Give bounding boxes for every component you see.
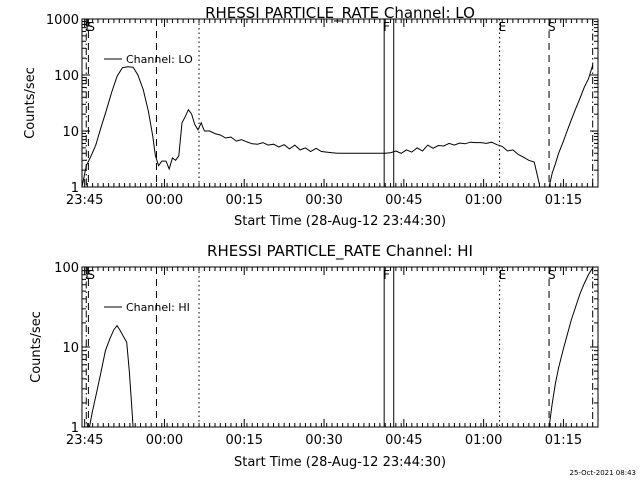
panel-1-event-marker-label: S [548,20,556,34]
panel-2-x-tick-label: 00:15 [226,433,263,448]
plot-timestamp: 25-Oct-2021 08:43 [569,469,636,477]
panel-2-y-tick-label: 10 [62,341,79,356]
panel-1-x-tick-label: 00:15 [226,193,263,208]
panel-1-plot-frame [81,18,599,188]
panel-2-event-marker-label: F [383,268,390,282]
panel-2-event-marker-label: E [85,268,93,282]
panel-2-x-tick-label: 00:00 [146,433,183,448]
panel-1-y-tick-label: 1000 [46,13,79,28]
panel-2-event-marker-label: S [87,268,95,282]
panel-2-x-tick-label: 01:15 [545,433,582,448]
panel-1-y-axis-label: Counts/sec [23,67,38,139]
panel-2-x-tick-label: 23:45 [66,433,103,448]
panel-2-event-marker-label: E [499,268,507,282]
panel-1-event-marker-label: F [383,20,390,34]
panel-1-series-line [81,66,540,188]
panel-1-legend-label: Channel: LO [126,53,193,66]
panel-1-x-axis-label: Start Time (28-Aug-12 23:44:30) [234,214,446,229]
panel-1-x-tick-label: 00:45 [385,193,422,208]
panel-2-legend-label: Channel: HI [126,301,190,314]
panel-1-event-marker-label: E [85,20,93,34]
panel-2-x-tick-label: 00:30 [305,433,342,448]
panel-2-series-line [88,324,134,428]
panel-2-y-tick-label: 1 [71,421,79,436]
panel-2-y-axis-label: Counts/sec [29,311,44,383]
panel-1-x-tick-label: 01:00 [465,193,502,208]
panel-1-y-tick-label: 10 [62,125,79,140]
panel-1-x-tick-label: 00:00 [146,193,183,208]
panel-2-x-tick-label: 01:00 [465,433,502,448]
panel-2-series-line [548,267,594,428]
panel-2-event-marker-label: S [548,268,556,282]
panel-1-event-marker-label: S [87,20,95,34]
panel-1-x-tick-label: 00:30 [305,193,342,208]
panel-1-series-line [548,64,594,188]
panel-2-y-tick-label: 100 [54,261,79,276]
panel-1-title: RHESSI PARTICLE_RATE Channel: LO [205,4,475,23]
panel-1-y-tick-label: 1 [71,181,79,196]
panel-2-title: RHESSI PARTICLE_RATE Channel: HI [207,242,473,261]
panel-1-event-marker-label: E [499,20,507,34]
panel-2-plot-frame [81,266,599,428]
panel-2-x-tick-label: 00:45 [385,433,422,448]
panel-2-x-axis-label: Start Time (28-Aug-12 23:44:30) [234,455,446,470]
panel-1-x-tick-label: 23:45 [66,193,103,208]
panel-1-x-tick-label: 01:15 [545,193,582,208]
panel-1-y-tick-label: 100 [54,69,79,84]
